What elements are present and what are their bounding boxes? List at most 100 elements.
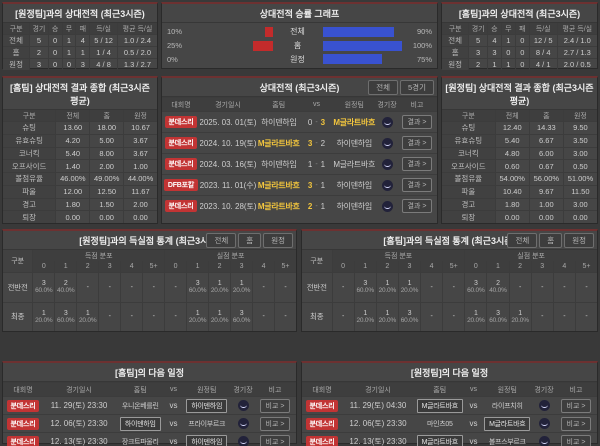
stat-row: 코너킥 5.40 8.00 3.67 [3,146,157,160]
match-date: 2023. 11. 01(수) [200,180,256,190]
match-row: 분데스리 2024. 10. 19(토) M글라트바흐 3 - 2 하이덴하임 … [162,132,437,153]
column-header-away: 원정팀 [344,101,364,109]
dist-cell: - [331,273,354,302]
stat-away: 11.50 [562,184,597,198]
stat-away: 51.00% [562,172,597,185]
vs-label: vs [469,401,478,410]
stat-home: 9.67 [528,184,563,198]
vs-label: vs [169,437,178,446]
graph-row-label: 홈 [293,41,302,50]
stat-away: 3.50 [562,133,597,147]
filter-button[interactable]: 5경기 [400,80,434,95]
stat-home: 2.00 [89,159,124,172]
dist-cell: - [552,302,575,331]
stats-header-row: 구분 전체 홈 원정 [442,110,597,121]
result-button[interactable]: 결과 > [401,115,433,129]
panel-title: 상대전적 (최근3시즌) 전체 5경기 [162,78,437,97]
stat-total: 1.40 [55,159,90,172]
stadium-ball-icon[interactable] [237,400,249,411]
stadium-ball-icon[interactable] [538,418,550,429]
column-header: 전체 [55,110,90,121]
draws-value: 1 [61,34,76,46]
avg-goals-for-against: 2.0 / 0.5 [556,58,597,70]
stadium-ball-icon[interactable] [538,400,550,411]
column-header: 구분 [3,23,30,34]
draws-value: 0 [500,46,515,58]
stadium-ball-icon[interactable] [381,200,393,212]
away-score: 1 [320,180,326,190]
stat-total: 12.40 [494,121,529,134]
goals-for-against: 4 / 1 [528,58,557,70]
stat-total: 0.00 [494,210,529,223]
stat-home: 49.00% [89,172,124,185]
row-label: 전반전 [306,282,327,292]
league-badge: 분데스리 [164,200,198,212]
stadium-ball-icon[interactable] [381,179,393,191]
stat-label: 슈팅 [3,121,56,134]
filter-button[interactable]: 원정 [263,233,293,248]
stadium-ball-icon[interactable] [237,436,249,446]
right-bar-track [319,40,402,51]
group-header-conceded: 실점 분포 [464,250,597,261]
compare-button[interactable]: 비교 > [560,416,592,431]
right-win-pct: 100% [412,41,432,50]
column-header: 패 [514,23,529,34]
home-team-name: 장크트파울리 [121,438,159,446]
stadium-ball-icon[interactable] [538,436,550,446]
stadium-ball-icon[interactable] [381,137,393,149]
score-separator: - [315,118,318,126]
column-header-away: 원정팀 [197,386,217,394]
compare-button[interactable]: 비교 > [560,434,592,446]
dist-cell: 1 20.0% [76,302,98,331]
stat-total: 13.60 [55,121,90,134]
h2h-row: 홈 2 0 1 1 1 / 4 0.5 / 2.0 [3,46,157,58]
compare-button[interactable]: 비교 > [259,398,291,413]
filter-button[interactable]: 전체 [507,233,538,248]
graph-row-label: 전체 [290,27,305,37]
result-button[interactable]: 결과 > [401,178,433,192]
away-team-name: 라이프치히 [491,402,523,410]
stadium-ball-icon[interactable] [237,418,249,429]
stat-home: 5.00 [89,133,124,147]
dist-cell: 2 40.0% [54,273,76,302]
filter-button[interactable]: 전체 [368,80,399,95]
left-win-pct: 25% [167,41,183,50]
graph-row-label: 원정 [290,54,305,64]
games-value: 3 [468,46,487,58]
result-button[interactable]: 결과 > [401,157,433,171]
column-header: 무 [61,23,76,34]
filter-button[interactable]: 홈 [238,233,262,248]
match-date: 2025. 03. 01(토) [200,117,256,127]
panel-title: [원정팀]과의 득실점 통계 (최근3시즌) 전체 홈 원정 [3,231,296,250]
column-header-home: 홈팀 [272,101,286,109]
away-team-name: 하이덴하임 [336,201,373,211]
dist-cell: - [274,302,296,331]
column-header-league: 대회명 [13,386,33,394]
goal-count-header: 3 [530,261,553,272]
column-header-remark: 비고 [569,386,583,394]
filter-button[interactable]: 전체 [206,233,237,248]
filter-button[interactable]: 원정 [564,233,594,248]
match-row: 분데스리 2023. 10. 28(토) M글라트바흐 2 - 1 하이덴하임 … [162,195,437,216]
compare-button[interactable]: 비교 > [560,398,592,413]
goal-dist-row: 최종 - 1 20.0% 1 20.0% 3 60.0% - - 1 20.0% 3 60… [302,301,597,331]
stat-total: 54.00% [494,172,529,185]
dist-cell: 1 20.0% [375,273,398,302]
column-header: 홈 [89,110,124,121]
stat-label: 파울 [442,184,495,198]
result-button[interactable]: 결과 > [401,136,433,150]
right-win-pct: 75% [416,54,432,64]
compare-button[interactable]: 비교 > [259,434,291,446]
stadium-ball-icon[interactable] [381,158,393,170]
fixture-date: 12. 13(토) 23:30 [50,437,108,446]
result-button[interactable]: 결과 > [401,199,433,213]
compare-button[interactable]: 비교 > [259,416,291,431]
home-score: 2 [307,201,313,211]
avg-goals-for-against: 2.4 / 1.0 [556,34,597,46]
goal-count-header: 4 [552,261,575,272]
left-bar-track [193,26,277,37]
filter-button[interactable]: 홈 [539,233,563,248]
dist-cell: 3 60.0% [186,273,208,302]
stadium-ball-icon[interactable] [381,116,393,128]
